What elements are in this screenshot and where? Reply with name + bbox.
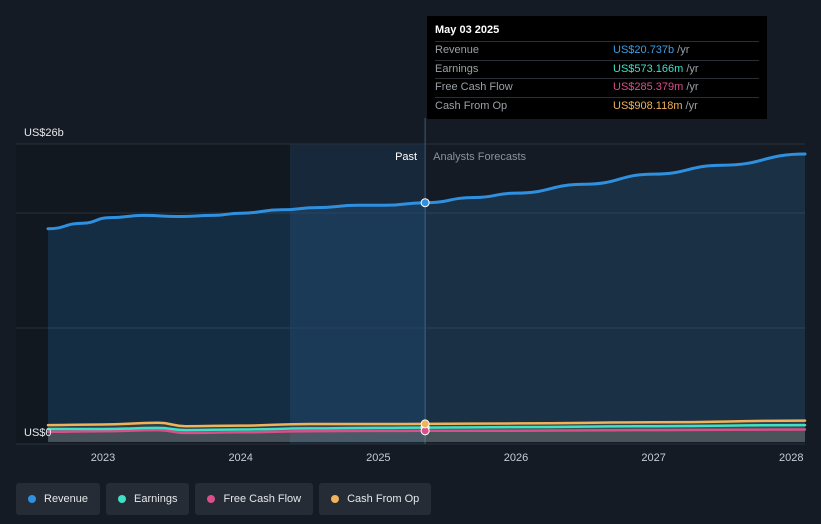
legend-dot-icon [118, 495, 127, 503]
past-label: Past [395, 151, 417, 163]
legend-item-free-cash-flow[interactable]: Free Cash Flow [195, 483, 314, 515]
legend-item-revenue[interactable]: Revenue [16, 483, 101, 515]
tooltip-unit: /yr [686, 81, 699, 93]
tooltip-row-cash-from-op: Cash From Op US$908.118m /yr [435, 96, 759, 116]
legend-label: Revenue [44, 493, 89, 505]
x-tick-label: 2023 [91, 452, 115, 464]
hover-point-cash-from-op [420, 419, 430, 429]
tooltip-row-revenue: Revenue US$20.737b /yr [435, 41, 759, 60]
legend-item-earnings[interactable]: Earnings [106, 483, 190, 515]
legend-label: Cash From Op [347, 493, 420, 505]
tooltip-unit: /yr [685, 99, 698, 112]
x-tick-label: 2024 [228, 452, 252, 464]
legend-label: Free Cash Flow [223, 493, 302, 505]
legend-dot-icon [28, 495, 36, 503]
hover-point-revenue [420, 198, 430, 208]
tooltip-row-free-cash-flow: Free Cash Flow US$285.379m /yr [435, 78, 759, 97]
tooltip-unit: /yr [686, 62, 699, 75]
tooltip-date: May 03 2025 [435, 24, 500, 36]
tooltip-label: Revenue [435, 44, 480, 56]
x-tick-label: 2025 [366, 452, 390, 464]
chart-legend: Revenue Earnings Free Cash Flow Cash Fro… [16, 483, 432, 515]
x-tick-label: 2027 [641, 452, 665, 464]
series-line-free-cash-flow [46, 428, 807, 435]
tooltip-label: Cash From Op [435, 99, 508, 112]
x-tick-label: 2028 [779, 452, 803, 464]
series-line-revenue [46, 152, 807, 231]
legend-dot-icon [331, 495, 340, 503]
y-axis-bottom-label: US$0 [24, 427, 52, 439]
tooltip-value: US$573.166m [613, 62, 684, 75]
x-tick-label: 2026 [504, 452, 528, 464]
tooltip-value: US$908.118m [613, 99, 683, 112]
tooltip-label: Free Cash Flow [435, 81, 513, 93]
legend-label: Earnings [134, 493, 178, 505]
legend-dot-icon [207, 495, 216, 503]
revenue-area [48, 154, 805, 442]
tooltip-unit: /yr [677, 44, 690, 56]
tooltip-value: US$285.379m [613, 81, 684, 93]
series-line-earnings [46, 423, 807, 432]
tooltip-value: US$20.737b [613, 44, 675, 56]
tooltip-row-earnings: Earnings US$573.166m /yr [435, 59, 759, 79]
tooltip-label: Earnings [435, 62, 479, 75]
forecast-label: Analysts Forecasts [433, 151, 526, 163]
y-axis-top-label: US$26b [24, 127, 64, 139]
legend-item-cash-from-op[interactable]: Cash From Op [319, 483, 432, 515]
series-line-cash-from-op [46, 419, 807, 428]
hover-highlight-band [290, 144, 426, 444]
hover-tooltip: May 03 2025 Revenue US$20.737b /yr Earni… [427, 16, 767, 119]
